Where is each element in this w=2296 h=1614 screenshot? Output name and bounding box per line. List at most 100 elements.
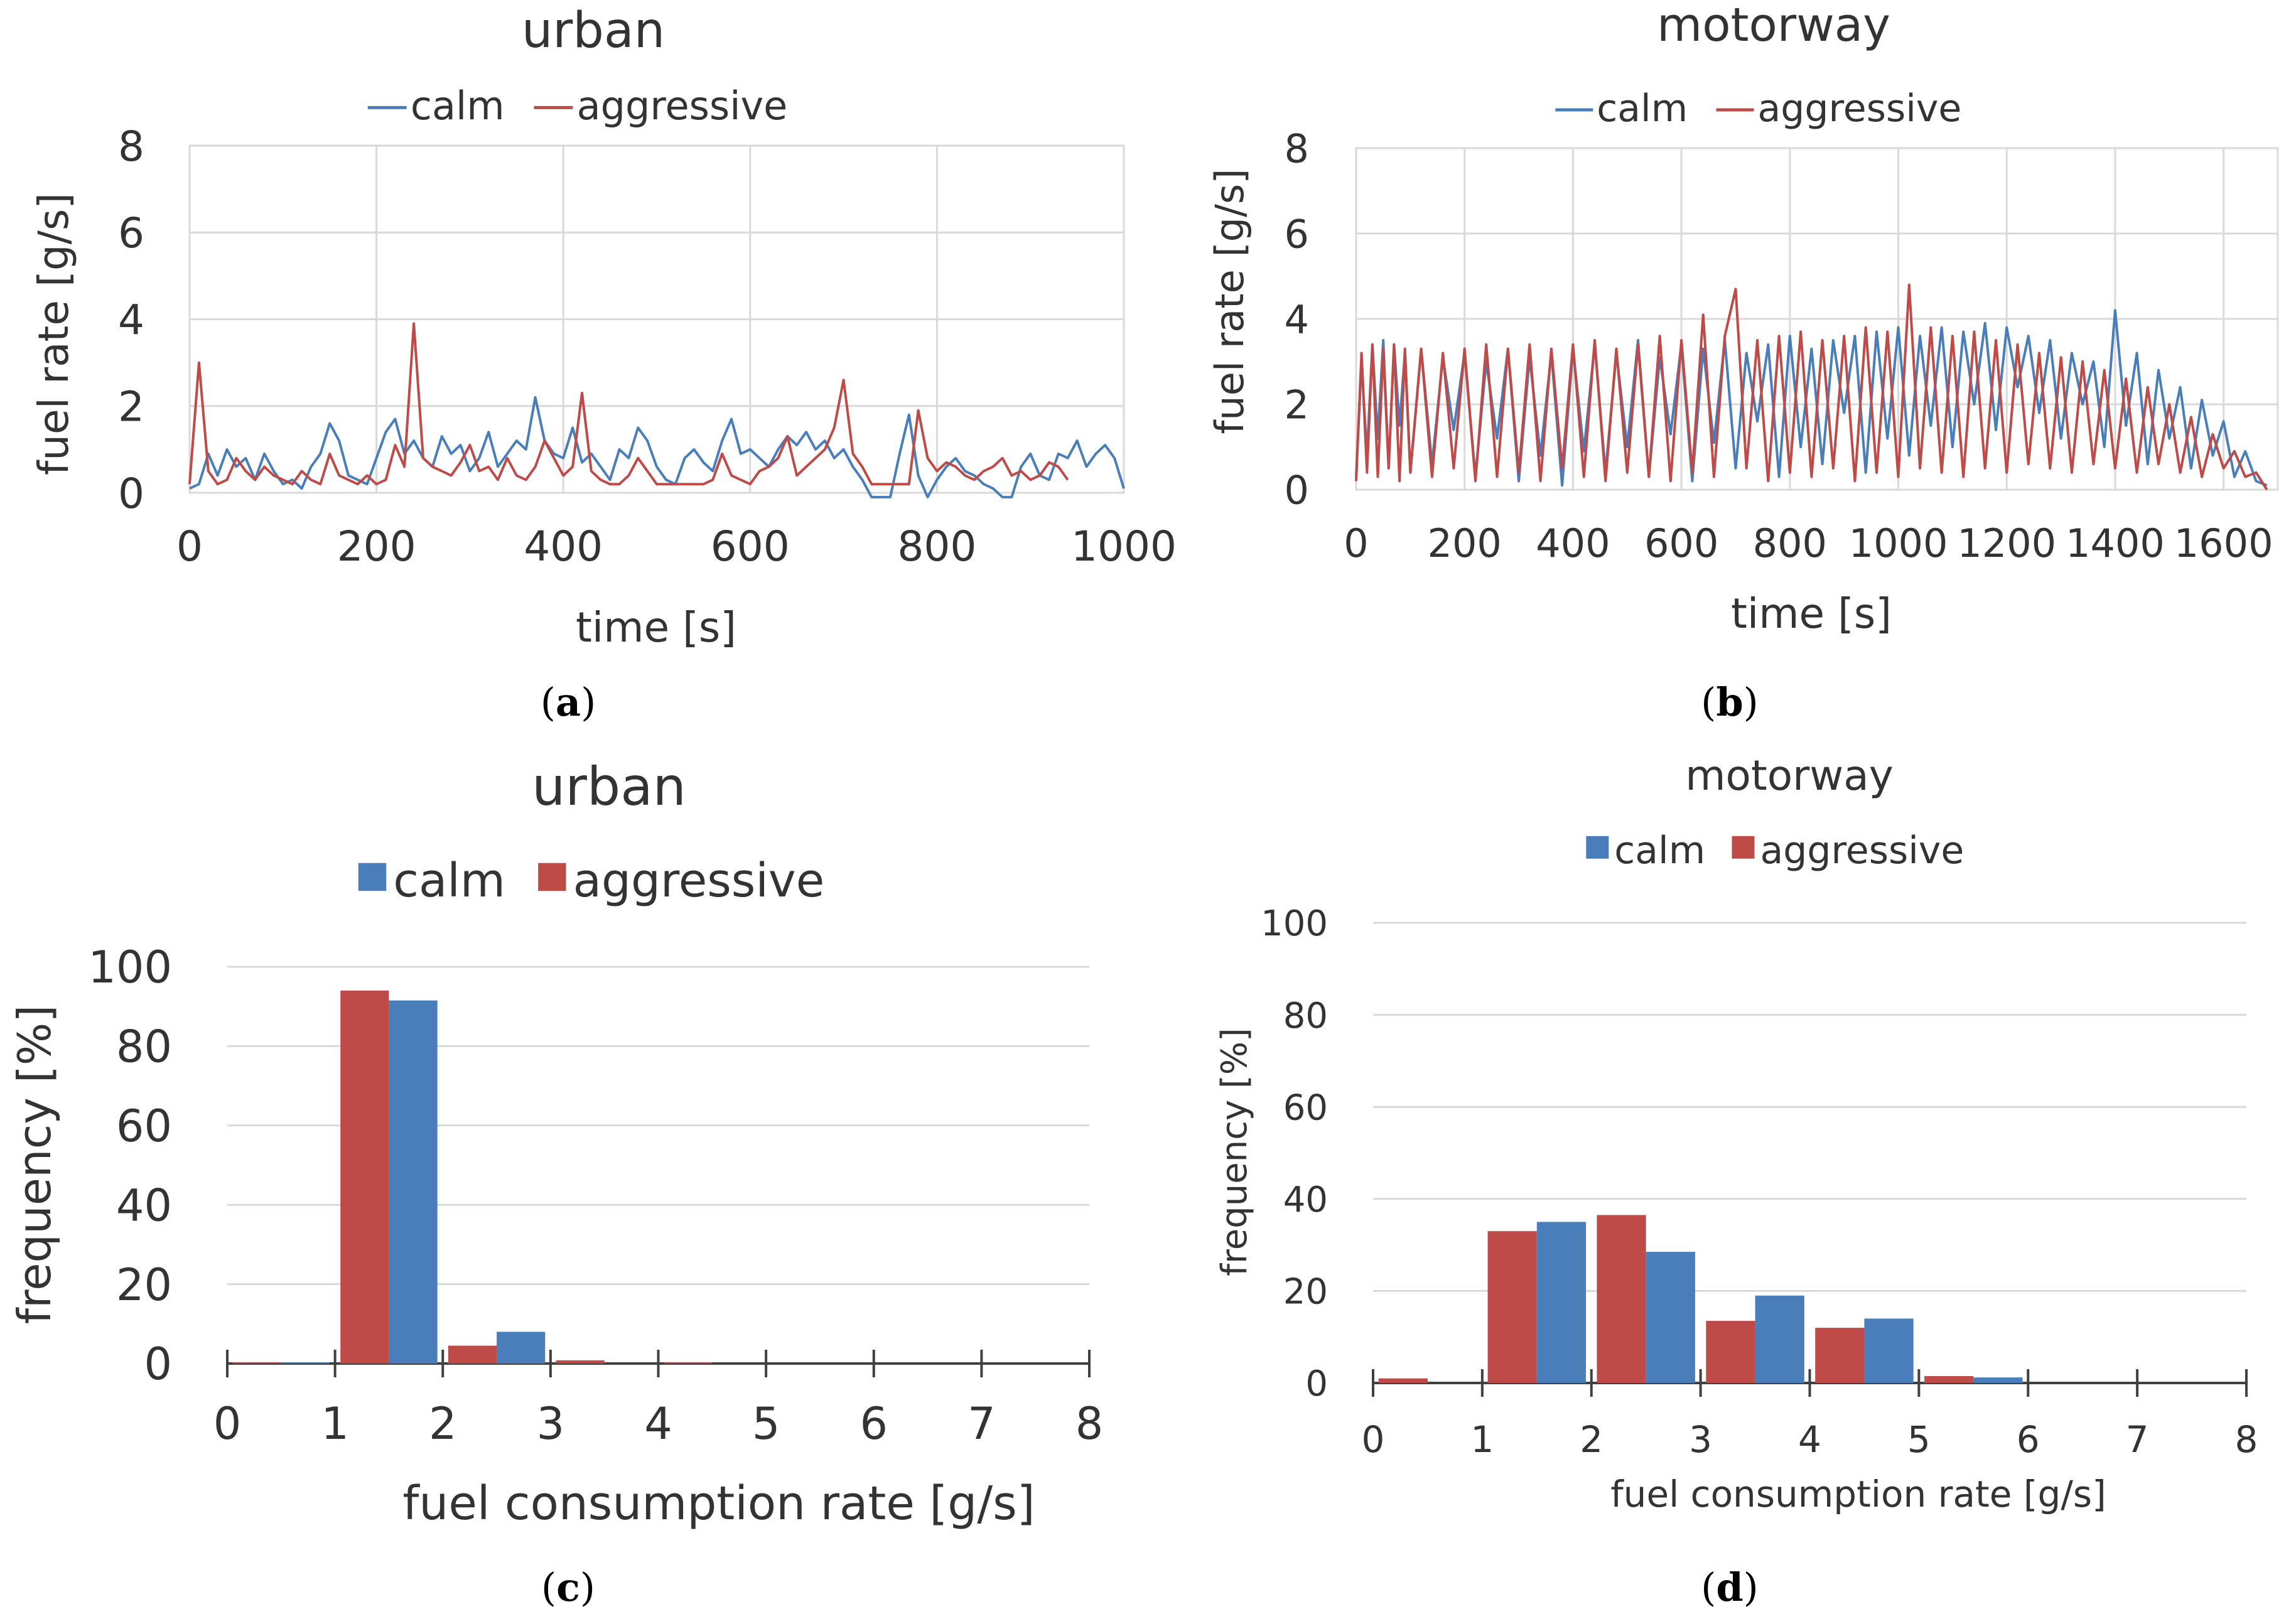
- panel-a-urban-line-chart: 0 2 4 6 8 0 200 400 600 800 1000 urban calm aggressiv…: [30, 3, 1177, 725]
- x-tick-label: 4: [1798, 1418, 1821, 1461]
- panel-label-letter: b: [1716, 679, 1743, 725]
- bar-aggressive-bin-1: [340, 990, 389, 1364]
- panel-c-urban-histogram: 0 20 40 60 80 100 0 1 2 3 4 5 6 7 8 urban calm aggressive…: [8, 756, 1103, 1610]
- line-series-calm: [1355, 309, 2268, 487]
- bar-aggressive-bin-0: [1378, 1378, 1428, 1383]
- y-tick-label: 6: [118, 209, 144, 257]
- bar-aggressive-bin-2: [1597, 1215, 1646, 1383]
- bar-calm-bin-1: [1536, 1222, 1587, 1383]
- y-tick-label: 40: [116, 1180, 172, 1231]
- y-tick-label: 8: [118, 122, 144, 171]
- y-tick-label: 20: [116, 1259, 172, 1311]
- panel-label: (d): [1701, 1564, 1759, 1610]
- x-axis-label: time [s]: [1731, 589, 1892, 638]
- chart-title: urban: [532, 756, 686, 817]
- x-tick-label: 600: [1644, 520, 1718, 566]
- panel-label-letter: d: [1716, 1564, 1743, 1610]
- legend-label-calm: calm: [1597, 87, 1688, 131]
- chart-title: urban: [522, 3, 665, 59]
- y-tick-label: 4: [1285, 296, 1309, 342]
- chart-title: motorway: [1685, 751, 1894, 800]
- legend-label-aggressive: aggressive: [573, 854, 825, 908]
- x-tick-label: 3: [537, 1398, 565, 1450]
- x-tick-label: 800: [897, 522, 976, 571]
- bar-aggressive-bin-0: [232, 1362, 281, 1364]
- line-series-calm: [189, 395, 1125, 498]
- panel-label: (a): [541, 679, 596, 725]
- y-tick-label: 4: [118, 296, 144, 344]
- x-tick-label: 0: [176, 522, 203, 571]
- y-tick-label: 20: [1283, 1272, 1328, 1313]
- legend-label-aggressive: aggressive: [577, 83, 788, 129]
- panel-label-letter: a: [556, 679, 581, 725]
- x-tick-label: 6: [2017, 1418, 2040, 1461]
- y-axis-label: fuel rate [g/s]: [30, 193, 78, 475]
- legend-label-calm: calm: [1614, 829, 1705, 873]
- x-tick-label: 0: [1362, 1418, 1385, 1461]
- legend: calm aggressive: [1555, 87, 1961, 131]
- x-tick-label: 400: [1536, 520, 1610, 566]
- y-tick-label: 60: [116, 1100, 172, 1152]
- y-tick-label: 2: [1285, 382, 1309, 428]
- y-tick-label: 0: [144, 1338, 172, 1390]
- x-tick-label: 400: [524, 522, 603, 571]
- x-tick-label: 1: [321, 1398, 349, 1450]
- x-tick-label: 1000: [1849, 520, 1948, 566]
- legend: calm aggressive: [1586, 829, 1964, 873]
- y-tick-label: 40: [1283, 1180, 1328, 1220]
- bar-aggressive-bin-3: [556, 1360, 605, 1364]
- bar-calm-bin-1: [389, 1000, 438, 1364]
- bar-aggressive-bin-1: [1487, 1231, 1537, 1383]
- panel-label: (c): [541, 1564, 595, 1610]
- x-tick-label: 8: [2235, 1418, 2258, 1461]
- legend-swatch-calm: [1586, 836, 1609, 859]
- bar-aggressive-bin-2: [448, 1345, 497, 1364]
- bar-aggressive-bin-4: [664, 1362, 713, 1364]
- x-tick-label: 200: [1428, 520, 1502, 566]
- x-tick-label: 1600: [2174, 520, 2273, 566]
- y-axis-label: fuel rate [g/s]: [1207, 169, 1253, 434]
- line-series-aggressive: [1355, 283, 2268, 491]
- x-tick-label: 7: [967, 1398, 996, 1450]
- y-tick-label: 80: [116, 1021, 172, 1073]
- y-axis-label: frequency [%]: [8, 1005, 61, 1325]
- x-tick-label: 1: [1470, 1418, 1494, 1461]
- y-tick-label: 80: [1283, 996, 1328, 1036]
- x-tick-label: 0: [213, 1398, 242, 1450]
- x-tick-label: 2: [429, 1398, 457, 1450]
- y-tick-label: 0: [1285, 467, 1309, 513]
- x-tick-label: 4: [644, 1398, 672, 1450]
- legend-swatch-aggressive: [1732, 836, 1755, 859]
- bar-calm-bin-4: [1864, 1318, 1914, 1383]
- x-axis-label: fuel consumption rate [g/s]: [1610, 1473, 2106, 1515]
- y-tick-label: 60: [1283, 1087, 1328, 1128]
- x-tick-label: 0: [1344, 520, 1368, 566]
- x-tick-label: 800: [1753, 520, 1827, 566]
- y-tick-label: 0: [1305, 1364, 1328, 1404]
- x-tick-label: 1200: [1957, 520, 2056, 566]
- x-tick-label: 6: [860, 1398, 888, 1450]
- legend-swatch-calm: [358, 863, 387, 891]
- y-tick-label: 6: [1285, 211, 1309, 257]
- x-tick-label: 600: [711, 522, 790, 571]
- x-tick-label: 2: [1580, 1418, 1603, 1461]
- chart-title: motorway: [1657, 0, 1890, 52]
- x-axis-label: time [s]: [576, 603, 736, 652]
- x-tick-label: 5: [1907, 1418, 1931, 1461]
- x-tick-label: 200: [337, 522, 416, 571]
- bar-calm-bin-2: [497, 1332, 546, 1364]
- y-tick-label: 8: [1285, 126, 1309, 171]
- x-tick-label: 1000: [1071, 522, 1177, 571]
- y-tick-label: 100: [1261, 903, 1328, 944]
- panel-b-motorway-line-chart: 0 2 4 6 8 0 200 400 600 800 1000 1200 1400 1600 motorw…: [1207, 0, 2279, 725]
- bar-aggressive-bin-4: [1815, 1328, 1865, 1383]
- bar-aggressive-bin-3: [1706, 1321, 1755, 1383]
- bar-calm-bin-3: [1755, 1295, 1804, 1383]
- x-tick-label: 3: [1689, 1418, 1712, 1461]
- bar-calm-bin-2: [1646, 1252, 1695, 1383]
- legend: calm aggressive: [358, 854, 824, 908]
- legend-label-aggressive: aggressive: [1758, 87, 1962, 131]
- y-tick-label: 0: [118, 470, 144, 518]
